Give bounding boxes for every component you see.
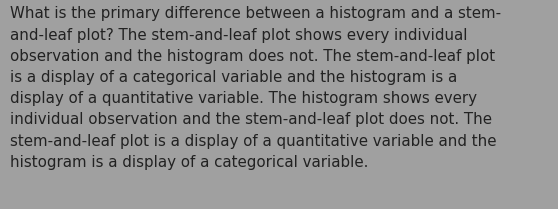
Text: What is the primary difference between a histogram and a stem-
and-leaf plot? Th: What is the primary difference between a…: [10, 6, 501, 170]
